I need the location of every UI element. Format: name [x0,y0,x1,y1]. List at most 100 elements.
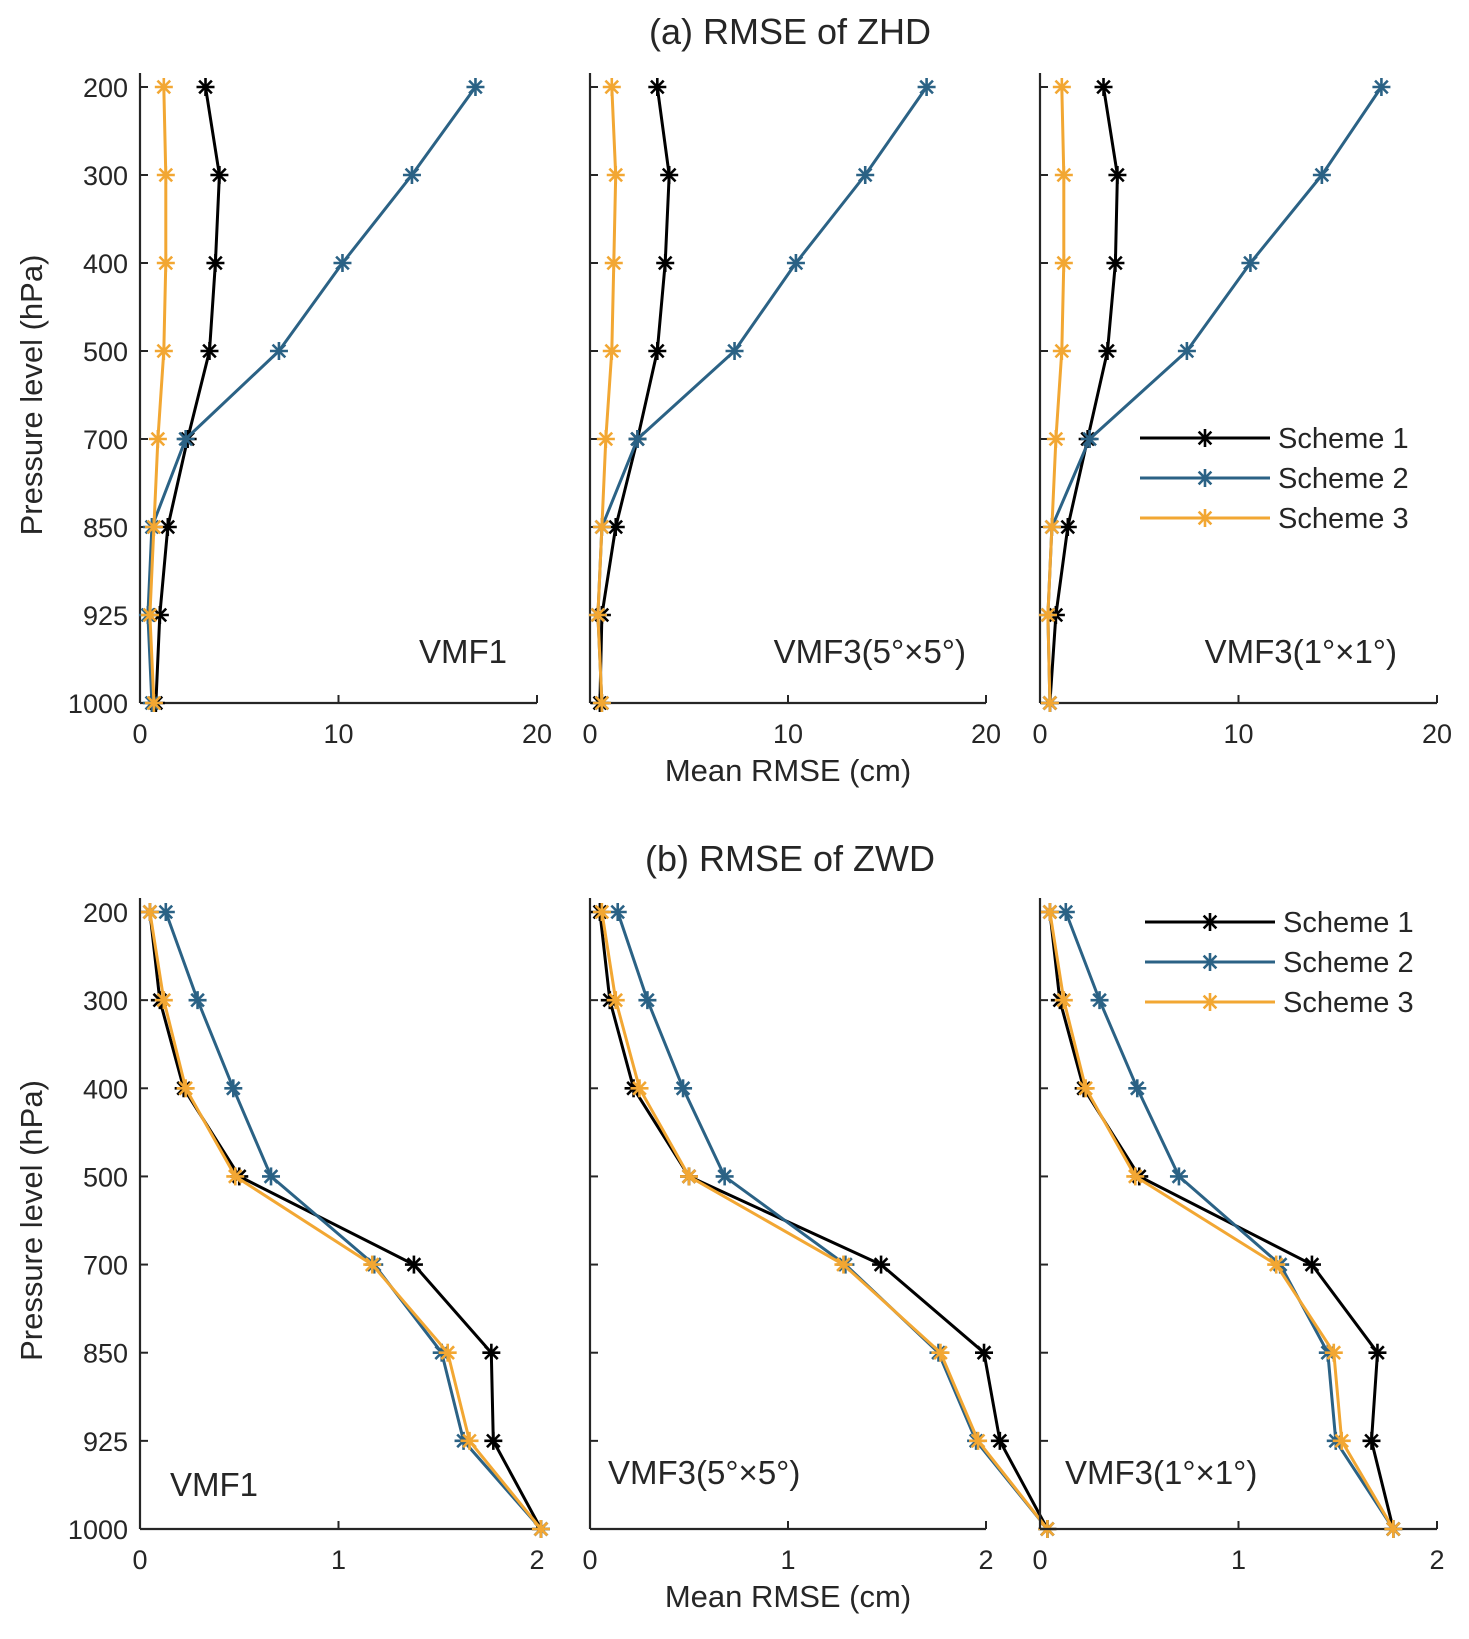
series-line [154,86,221,704]
data-point [1128,1079,1147,1098]
x-tick-label: 2 [529,1545,544,1575]
data-point [648,78,667,96]
y-axis-label: Pressure level (hPa) [14,255,49,536]
data-point [333,254,352,272]
data-point [628,430,647,448]
data-point [154,991,173,1010]
legend-item-1: Scheme 1 [1140,423,1409,455]
marker-stroke [1243,255,1258,271]
data-point [140,606,159,624]
marker-stroke [675,1081,691,1096]
data-point [1054,254,1073,272]
x-tick-label: 0 [582,719,597,749]
marker-stroke [146,695,162,711]
panel-label: VMF3(5°×5°) [774,633,966,670]
series-3 [1038,78,1073,712]
marker-stroke [1054,343,1070,359]
data-point [482,1343,501,1362]
marker-stroke [1082,431,1097,447]
data-point [1098,342,1117,360]
legend-marker [1201,993,1219,1011]
marker-stroke [1042,695,1058,711]
legend-item-2: Scheme 2 [1145,947,1414,979]
marker-stroke [484,1345,499,1360]
series-line [1048,86,1119,704]
marker-stroke [1056,992,1072,1008]
chart-panel-6: 0 1 2 VMF3(1°×1°) Scheme 1 Scheme 2 Scheme 3 [1032,898,1445,1575]
series-line [1048,911,1395,1530]
legend-label: Scheme 1 [1278,423,1409,455]
data-point [674,1079,693,1098]
marker-stroke [190,992,205,1008]
data-point [144,694,163,712]
marker-stroke [142,607,158,623]
marker-stroke [1058,904,1074,920]
data-point [917,78,936,96]
marker-stroke [1202,914,1218,930]
legend-label: Scheme 3 [1283,987,1414,1019]
series-line [148,911,543,1530]
marker-stroke [976,1345,992,1360]
data-point [1054,991,1073,1010]
x-tick-label: 20 [971,719,1001,749]
data-point [1040,903,1059,921]
marker-stroke [406,1257,422,1272]
marker-stroke [1056,167,1072,183]
data-point [1052,342,1071,360]
data-point [363,1255,382,1274]
data-point [990,1431,1009,1450]
legend-marker [1196,429,1214,447]
data-point [531,1520,550,1538]
series-line [1048,911,1395,1530]
marker-stroke [594,519,610,535]
marker-stroke [1100,343,1115,359]
marker-stroke [198,79,213,95]
data-point [596,430,615,448]
data-point [144,518,163,536]
legend: Scheme 1 Scheme 2 Scheme 3 [1145,907,1414,1019]
data-point [606,166,625,184]
y-tick-label: 700 [83,425,128,455]
data-point [1040,694,1059,712]
marker-stroke [1078,1081,1093,1096]
series-line [1064,911,1395,1530]
marker-stroke [1044,519,1060,535]
legend-item-2: Scheme 2 [1140,463,1409,495]
marker-stroke [468,79,483,95]
x-tick-label: 1 [780,1545,795,1575]
x-tick-label: 20 [522,719,552,749]
series-3 [592,903,1057,1538]
data-point [1372,78,1391,96]
series-line [596,86,618,704]
marker-stroke [440,1345,455,1360]
marker-stroke [1326,1345,1342,1360]
marker-stroke [857,167,873,183]
marker-stroke [650,79,665,95]
marker-stroke [681,1169,697,1184]
data-point [588,606,607,624]
legend-label: Scheme 2 [1278,463,1409,495]
data-point [1384,1520,1403,1538]
marker-stroke [208,255,223,271]
marker-stroke [661,167,677,183]
marker-stroke [146,519,162,535]
marker-stroke [156,79,172,95]
data-point [438,1343,457,1362]
marker-stroke [462,1433,477,1449]
panel-label: VMF1 [170,1466,258,1503]
data-point [602,78,621,96]
data-point [226,1167,245,1186]
data-point [931,1343,950,1362]
data-point [484,1431,503,1450]
marker-stroke [630,431,645,447]
series-1 [590,903,1057,1538]
data-point [176,1079,195,1098]
marker-stroke [1202,954,1218,970]
legend-marker [1201,913,1219,931]
data-point [680,1167,698,1186]
data-point [715,1167,734,1186]
data-point [608,903,627,921]
data-point [158,518,177,536]
marker-stroke [1096,79,1111,95]
